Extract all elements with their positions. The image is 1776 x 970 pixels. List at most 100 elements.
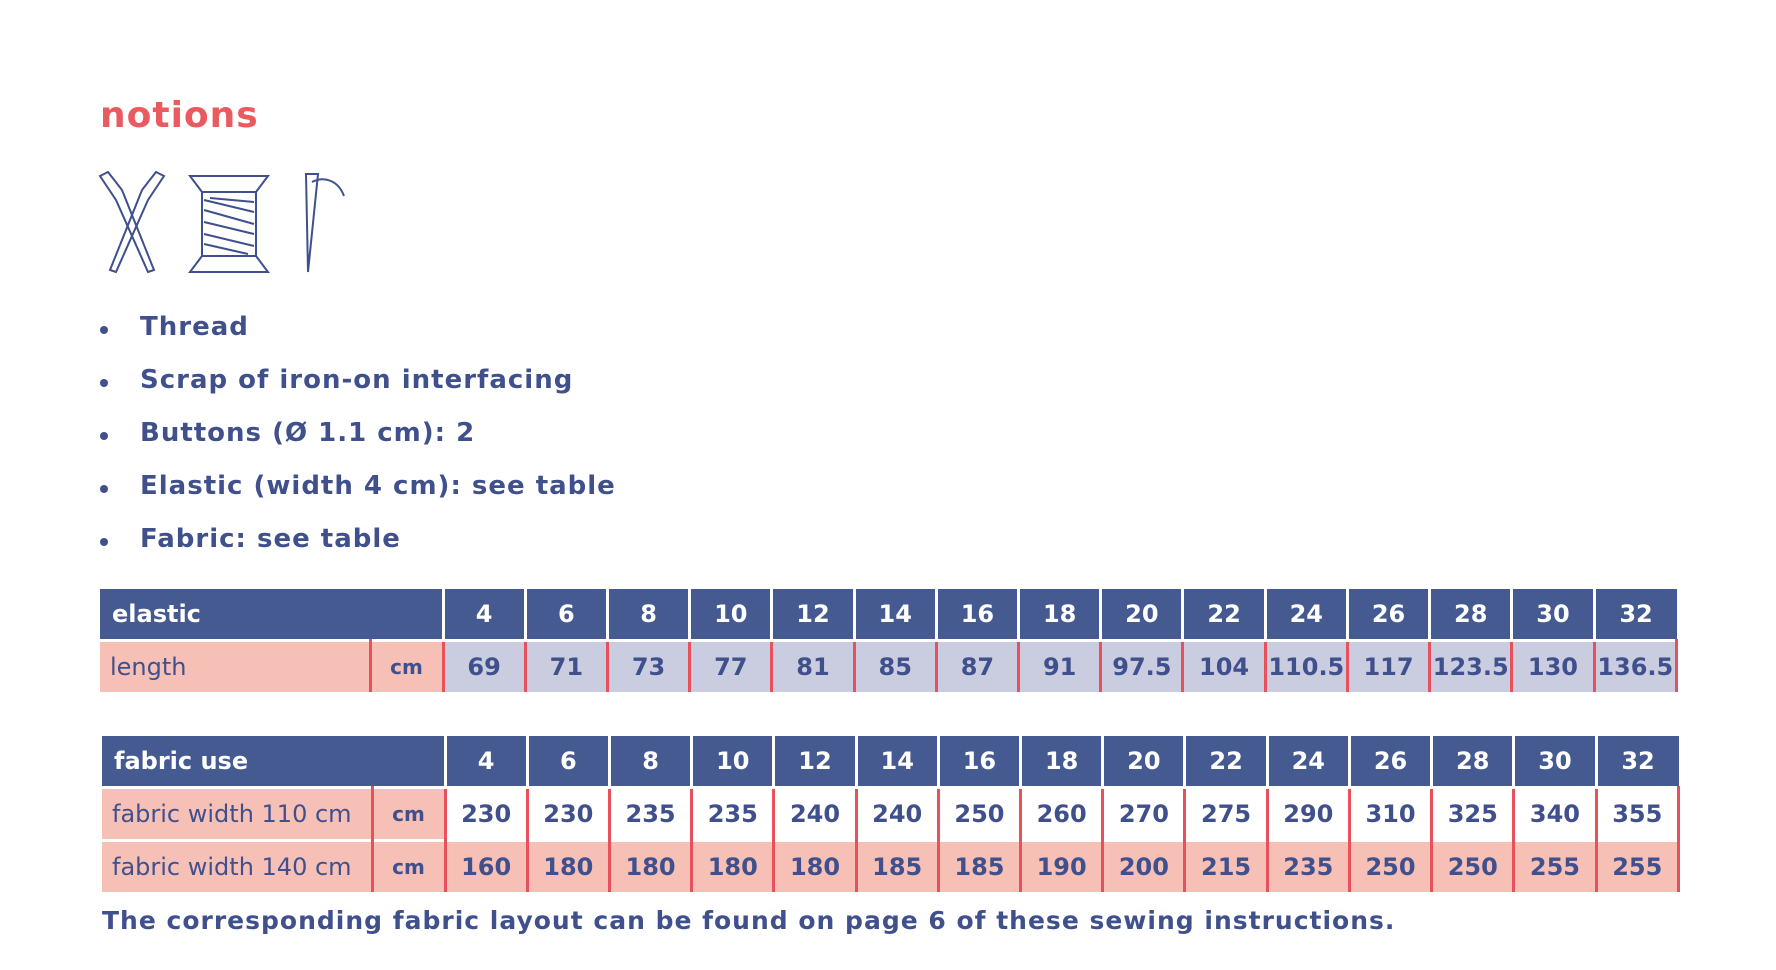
- row-label: fabric width 110 cm: [102, 786, 374, 841]
- value-cell: 270: [1102, 786, 1187, 841]
- header-row: elastic 4 6 8 10 12 14 16 18 20 22 24 26 28 30 32: [100, 589, 1677, 641]
- value-cell: 97.5: [1100, 639, 1185, 692]
- value-cell: 275: [1184, 786, 1269, 841]
- value-cell: 180: [609, 839, 694, 892]
- scissors-icon: [98, 170, 166, 274]
- footnote: The corresponding fabric layout can be f…: [102, 906, 1396, 935]
- size-header: 22: [1181, 589, 1266, 641]
- size-header: 28: [1430, 736, 1514, 788]
- value-cell: 87: [936, 639, 1021, 692]
- value-cell: 290: [1267, 786, 1351, 841]
- value-cell: 180: [527, 839, 611, 892]
- data-row: length cm 69 71 73 77 81 85 87 91 97.5 104 110.5 117 1…: [100, 639, 1679, 692]
- value-cell: 180: [691, 839, 776, 892]
- value-cell: 355: [1596, 786, 1681, 841]
- value-cell: 340: [1513, 786, 1598, 841]
- size-header: 10: [688, 589, 772, 641]
- size-header: 14: [852, 589, 937, 641]
- size-header: 26: [1345, 589, 1430, 641]
- value-cell: 215: [1184, 839, 1269, 892]
- value-cell: 240: [773, 786, 858, 841]
- value-cell: 71: [525, 639, 609, 692]
- size-header: 18: [1017, 589, 1101, 641]
- size-header: 12: [770, 589, 855, 641]
- value-cell: 235: [609, 786, 694, 841]
- size-header: 6: [523, 589, 608, 641]
- list-item: Thread: [98, 312, 616, 365]
- value-cell: 255: [1596, 839, 1681, 892]
- notion-icons: [98, 170, 345, 274]
- value-cell: 77: [689, 639, 774, 692]
- value-cell: 69: [443, 639, 527, 692]
- size-header: 22: [1183, 736, 1268, 788]
- size-header: 10: [690, 736, 774, 788]
- value-cell: 85: [854, 639, 938, 692]
- size-header: 4: [441, 589, 526, 641]
- size-header: 16: [936, 736, 1021, 788]
- value-cell: 325: [1431, 786, 1516, 841]
- value-cell: 235: [691, 786, 776, 841]
- row-unit: cm: [370, 639, 445, 692]
- row-unit: cm: [372, 839, 447, 892]
- value-cell: 185: [856, 839, 940, 892]
- value-cell: 240: [856, 786, 940, 841]
- size-header: 24: [1263, 589, 1348, 641]
- value-cell: 200: [1102, 839, 1187, 892]
- size-header: 30: [1512, 736, 1597, 788]
- list-item: Fabric: see table: [98, 524, 616, 577]
- value-cell: 136.5: [1594, 639, 1679, 692]
- value-cell: 117: [1347, 639, 1432, 692]
- spool-icon: [188, 175, 270, 273]
- data-row: fabric width 140 cm cm 160 180 180 180 180 185 1…: [102, 839, 1681, 892]
- size-header: 28: [1428, 589, 1512, 641]
- row-label: length: [100, 639, 372, 692]
- value-cell: 123.5: [1429, 639, 1514, 692]
- value-cell: 73: [607, 639, 692, 692]
- table-title: fabric use: [102, 736, 446, 788]
- value-cell: 185: [938, 839, 1023, 892]
- list-item: Elastic (width 4 cm): see table: [98, 471, 616, 524]
- size-header: 30: [1510, 589, 1595, 641]
- value-cell: 104: [1182, 639, 1267, 692]
- size-header: 26: [1347, 736, 1432, 788]
- section-title: notions: [100, 95, 259, 136]
- size-header: 12: [772, 736, 857, 788]
- size-header: 32: [1592, 589, 1677, 641]
- value-cell: 180: [773, 839, 858, 892]
- table-title: elastic: [100, 589, 444, 641]
- value-cell: 81: [771, 639, 856, 692]
- size-header: 4: [443, 736, 528, 788]
- size-header: 14: [854, 736, 939, 788]
- size-header: 18: [1019, 736, 1103, 788]
- size-header: 8: [605, 589, 690, 641]
- value-cell: 255: [1513, 839, 1598, 892]
- value-cell: 190: [1020, 839, 1105, 892]
- value-cell: 230: [445, 786, 529, 841]
- header-row: fabric use 4 6 8 10 12 14 16 18 20 22 24 26 28 30 32: [102, 736, 1679, 788]
- size-header: 32: [1594, 736, 1679, 788]
- notions-list: Thread Scrap of iron-on interfacing Button…: [98, 312, 616, 577]
- needle-icon: [304, 173, 345, 273]
- value-cell: 91: [1018, 639, 1103, 692]
- value-cell: 250: [1431, 839, 1516, 892]
- value-cell: 310: [1349, 786, 1434, 841]
- value-cell: 130: [1511, 639, 1596, 692]
- row-label: fabric width 140 cm: [102, 839, 374, 892]
- fabric-table: fabric use 4 6 8 10 12 14 16 18 20 22 24 26 28 30 32 fab…: [102, 736, 1681, 892]
- size-header: 20: [1099, 589, 1183, 641]
- size-header: 24: [1265, 736, 1350, 788]
- list-item: Buttons (Ø 1.1 cm): 2: [98, 418, 616, 471]
- value-cell: 110.5: [1265, 639, 1349, 692]
- size-header: 8: [607, 736, 692, 788]
- size-header: 16: [934, 589, 1019, 641]
- value-cell: 160: [445, 839, 529, 892]
- size-header: 6: [525, 736, 610, 788]
- row-unit: cm: [372, 786, 447, 841]
- value-cell: 250: [938, 786, 1023, 841]
- size-header: 20: [1101, 736, 1185, 788]
- value-cell: 250: [1349, 839, 1434, 892]
- value-cell: 260: [1020, 786, 1105, 841]
- data-row: fabric width 110 cm cm 230 230 235 235 240 240 2…: [102, 786, 1681, 841]
- value-cell: 230: [527, 786, 611, 841]
